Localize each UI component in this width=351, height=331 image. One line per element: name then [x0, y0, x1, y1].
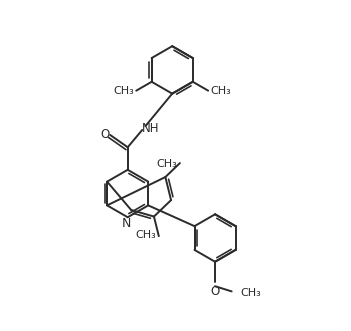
Text: CH₃: CH₃: [157, 159, 177, 169]
Text: CH₃: CH₃: [240, 288, 261, 298]
Text: CH₃: CH₃: [135, 230, 156, 240]
Text: N: N: [121, 217, 131, 230]
Text: O: O: [210, 285, 219, 298]
Text: CH₃: CH₃: [113, 86, 134, 96]
Text: CH₃: CH₃: [211, 86, 231, 96]
Text: NH: NH: [142, 122, 159, 135]
Text: O: O: [101, 128, 110, 141]
